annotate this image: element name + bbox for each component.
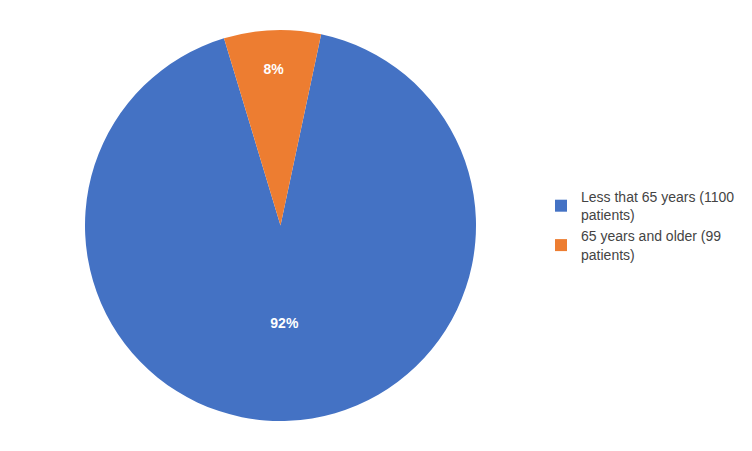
svg-text:Less that 65 years (1100patien: Less that 65 years (1100patients) [581, 189, 734, 223]
svg-text:92%: 92% [270, 315, 299, 331]
svg-text:8%: 8% [264, 61, 285, 77]
svg-text:65 years and older (99patients: 65 years and older (99patients) [581, 228, 721, 262]
